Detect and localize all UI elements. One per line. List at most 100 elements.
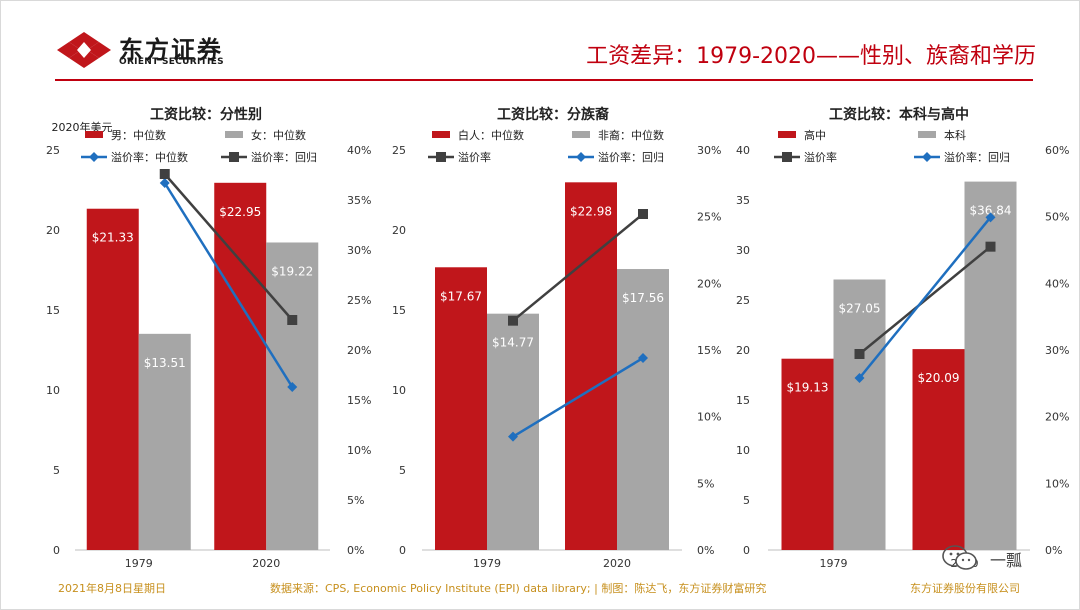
y2-tick-label: 20% [1045,411,1069,424]
y-tick-label: 40 [736,144,750,157]
wechat-icon [942,545,977,570]
y-tick-label: 20 [736,344,750,357]
line-marker-diamond [508,431,518,442]
y2-tick-label: 10% [1045,477,1069,490]
bar-red [781,358,834,550]
y-tick-label: 35 [736,194,750,207]
legend-marker [922,152,932,162]
bar-red [912,349,965,550]
legend-label: 白人：中位数 [458,128,524,142]
line-marker-diamond [287,382,298,392]
y2-tick-label: 10% [697,411,721,424]
y-tick-label: 0 [743,544,750,557]
y-tick-label: 10 [736,444,750,457]
x-tick-label: 1979 [473,557,501,570]
bar-data-label: $19.22 [271,264,313,278]
legend-marker [782,152,792,162]
bar-data-label: $17.67 [440,289,482,303]
bar-data-label: $13.51 [144,356,186,370]
chart-1: 工资比较：分性别 2020年美元 0 5 10 15 20 25 0% 5% 10% 15% 20% 25… [46,106,371,570]
brand-logo-icon [57,32,111,68]
y2-tick-label: 25% [347,294,371,307]
legend-label: 溢价率：回归 [251,150,317,164]
line-marker-square [287,315,298,325]
bar-gray [138,333,191,550]
bar-data-label: $22.98 [570,204,612,218]
bar-data-label: $20.09 [918,371,960,385]
y2-tick-label: 60% [1045,144,1069,157]
bar-data-label: $27.05 [839,302,881,316]
bar-data-label: $17.56 [622,291,664,305]
line-marker-square [508,315,518,326]
line-marker-diamond [638,353,648,363]
legend-label: 男：中位数 [111,128,166,142]
y-tick-label: 20 [46,224,60,237]
bar-red [86,208,139,550]
line-dark [858,245,992,355]
brand-logo: 东方证券 ORIENT SECURITIES [55,30,255,70]
y-tick-label: 5 [743,494,750,507]
legend-label: 非裔：中位数 [598,128,664,142]
y-tick-label: 0 [399,544,406,557]
line-marker-diamond [985,212,996,223]
y2-tick-label: 25% [697,211,721,224]
line-blue [858,216,992,379]
y2-tick-label: 40% [347,144,371,157]
y-tick-label: 5 [399,464,406,477]
bar-gray [617,269,669,550]
bar-gray [964,181,1017,550]
legend-swatch [432,131,450,138]
legend-swatch [918,131,936,138]
legend-marker [576,152,586,162]
y-tick-label: 25 [46,144,60,157]
footer-source: 数据来源：CPS, Economic Policy Institute (EPI… [270,582,767,595]
footer-company: 东方证券股份有限公司 [910,582,1020,595]
y2-tick-label: 20% [347,344,371,357]
legend-marker [436,152,446,162]
wechat-watermark: 一瓢 [940,543,1030,573]
y-tick-label: 25 [736,294,750,307]
legend-label: 溢价率：回归 [944,150,1010,164]
line-marker-square [854,349,865,359]
line-marker-square [638,209,648,219]
y-tick-label: 15 [392,304,406,317]
y2-tick-label: 30% [697,144,721,157]
legend-swatch [85,131,103,138]
chart-title: 工资比较：分族裔 [497,106,609,123]
slide-title: 工资差异：1979-2020——性别、族裔和学历 [586,44,1036,69]
bar-data-label: $14.77 [492,336,534,350]
y2-tick-label: 0% [1045,544,1062,557]
x-tick-label: 1979 [125,557,153,570]
bar-red [565,182,617,550]
bar-data-label: $22.95 [219,205,261,219]
legend-swatch [225,131,243,138]
y-axis-label: 2020年美元 [52,120,113,134]
legend-label: 溢价率：回归 [598,150,664,164]
y2-tick-label: 0% [347,544,364,557]
y-tick-label: 5 [53,464,60,477]
y2-tick-label: 5% [697,477,714,490]
y-tick-label: 0 [53,544,60,557]
bar-data-label: $21.33 [92,231,134,245]
legend-swatch [778,131,796,138]
legend-label: 高中 [804,128,826,142]
chart-title: 工资比较：分性别 [150,106,262,123]
brand-name-en: ORIENT SECURITIES [119,57,224,67]
line-marker-square [159,169,170,179]
y-tick-label: 15 [736,394,750,407]
line-marker-diamond [159,178,170,188]
y2-tick-label: 50% [1045,211,1069,224]
y2-tick-label: 30% [347,244,371,257]
line-dark [163,173,294,321]
legend-marker [229,152,239,162]
y2-tick-label: 15% [697,344,721,357]
bar-red [435,267,487,550]
title-divider [55,79,1033,81]
y2-tick-label: 20% [697,277,721,290]
legend-label: 溢价率：中位数 [111,150,188,164]
bar-gray [833,279,886,550]
brand-name-cn: 东方证券 [119,36,223,64]
y2-tick-label: 10% [347,444,371,457]
bar-data-label: $19.13 [787,381,829,395]
